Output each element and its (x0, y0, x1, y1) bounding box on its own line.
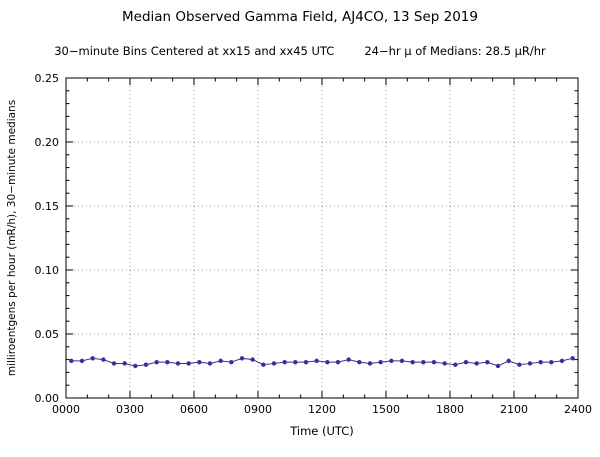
data-point (303, 359, 309, 365)
svg-text:1500: 1500 (372, 403, 400, 416)
svg-text:0.25: 0.25 (35, 72, 60, 85)
data-point (517, 362, 522, 367)
data-point (570, 356, 575, 361)
tick-labels: 0000 0300 0600 0900 1200 1500 1800 2100 2400 0.00… (35, 72, 593, 416)
data-point (453, 362, 458, 367)
data-point (101, 357, 106, 362)
data-point (399, 358, 405, 364)
x-axis-label: Time (UTC) (289, 424, 354, 438)
data-point (186, 361, 191, 366)
svg-text:2400: 2400 (564, 403, 592, 416)
data-point (229, 359, 234, 365)
data-point (154, 359, 159, 365)
chart-plot: 0000 0300 0600 0900 1200 1500 1800 2100 2400 0.00… (6, 72, 593, 438)
data-point (367, 361, 373, 366)
data-point (133, 363, 138, 369)
data-point (218, 358, 223, 364)
data-point (197, 359, 202, 365)
axes (65, 77, 579, 399)
data-point (410, 359, 415, 365)
data-point (325, 359, 330, 365)
data-point (442, 361, 447, 366)
svg-text:2100: 2100 (500, 403, 528, 416)
svg-text:0000: 0000 (52, 403, 80, 416)
data-point (79, 358, 85, 364)
data-point (69, 358, 74, 364)
data-point (282, 359, 287, 365)
data-point (293, 359, 298, 365)
data-point (143, 362, 149, 367)
subtitle-bins-note: 30−minute Bins Centered at xx15 and xx45… (54, 44, 335, 58)
data-point (506, 358, 511, 364)
svg-text:0.15: 0.15 (35, 200, 60, 213)
subtitle-mean-of-medians: 24−hr μ of Medians: 28.5 μR/hr (364, 44, 546, 58)
data-point (165, 359, 170, 365)
gridlines (66, 78, 578, 398)
chart-subtitle: 30−minute Bins Centered at xx15 and xx45… (0, 44, 600, 58)
data-point (271, 361, 277, 366)
svg-text:0.05: 0.05 (35, 328, 60, 341)
data-point (538, 359, 543, 365)
data-point (314, 358, 319, 364)
chart-title: Median Observed Gamma Field, AJ4CO, 13 S… (122, 9, 478, 25)
data-point (90, 356, 95, 361)
svg-text:0300: 0300 (116, 403, 144, 416)
data-point (346, 357, 351, 362)
data-point (250, 357, 255, 362)
data-point (463, 359, 469, 365)
data-point (378, 359, 383, 365)
data-point (175, 361, 181, 366)
data-point (335, 359, 341, 365)
data-point (474, 361, 479, 366)
data-point (389, 358, 394, 364)
data-point (207, 361, 213, 366)
data-point (549, 359, 554, 365)
data-point (122, 361, 127, 366)
svg-text:1800: 1800 (436, 403, 464, 416)
data-point (239, 356, 245, 361)
data-point (527, 361, 533, 366)
svg-text:0.20: 0.20 (35, 136, 60, 149)
y-axis-label: milliroentgens per hour (mR/h), 30−minut… (6, 100, 18, 376)
data-point (357, 359, 362, 365)
svg-text:0900: 0900 (244, 403, 272, 416)
svg-text:1200: 1200 (308, 403, 336, 416)
median-series (69, 356, 575, 369)
svg-text:0.10: 0.10 (35, 264, 60, 277)
svg-text:0.00: 0.00 (35, 392, 60, 405)
svg-text:0600: 0600 (180, 403, 208, 416)
data-point (495, 363, 501, 369)
data-point (431, 359, 437, 365)
data-point (421, 359, 426, 365)
data-point (485, 359, 490, 365)
data-point (261, 362, 266, 367)
data-point (559, 358, 565, 364)
data-point (111, 361, 117, 366)
